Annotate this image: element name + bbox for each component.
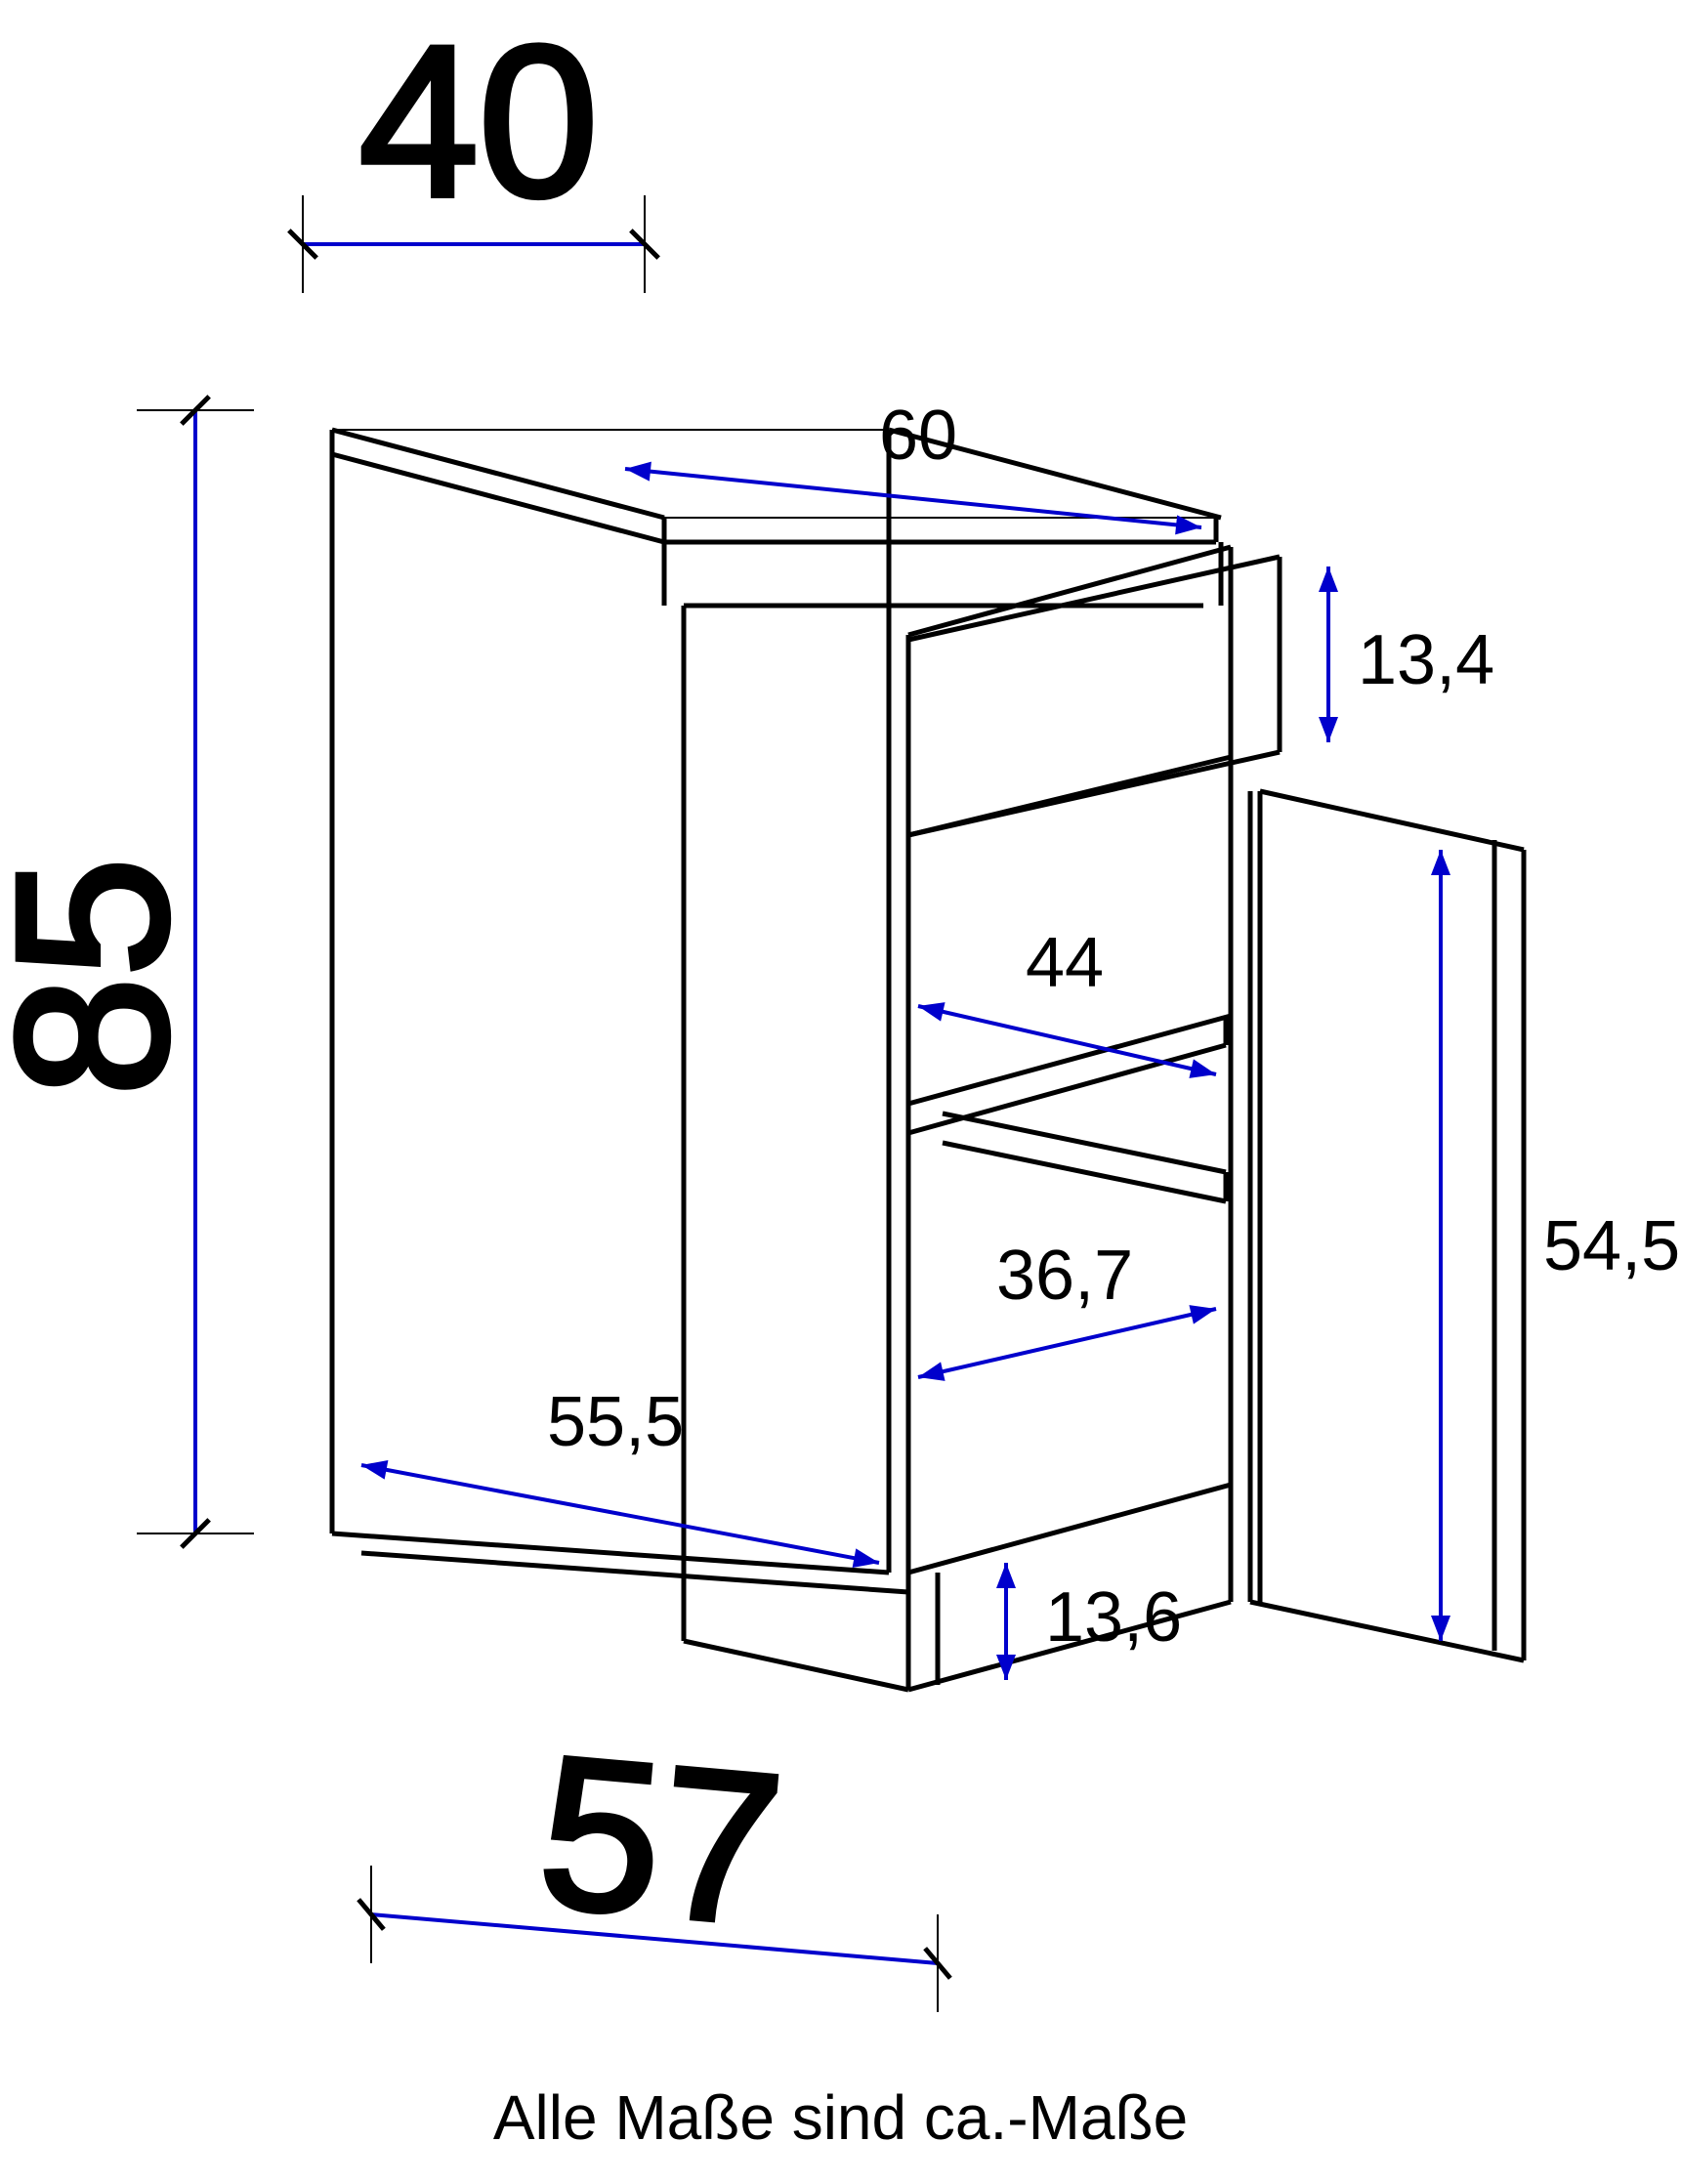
dim-shelf_depth: 44	[1026, 924, 1104, 1002]
dim-drawer_height: 13,4	[1358, 621, 1494, 699]
footer-note: Alle Maße sind ca.-Maße	[493, 2082, 1188, 2153]
cabinet-drawing	[332, 430, 1524, 1690]
dim-door_height: 54,5	[1543, 1207, 1680, 1285]
dim-side_depth: 55,5	[547, 1383, 684, 1461]
inner-dimensions: 60 13,4 44 36,7 55,5 54,5 13,6	[361, 397, 1680, 1680]
dim-top_depth: 60	[879, 397, 957, 475]
outer-dimensions: 40 85 57	[0, 1, 950, 1978]
dim-depth_bottom: 57	[531, 1710, 790, 1970]
dim-height_left: 85	[0, 858, 212, 1097]
extension-lines	[137, 195, 938, 2012]
dim-inner_width: 36,7	[996, 1237, 1133, 1315]
dim-width_top: 40	[359, 1, 599, 241]
dim-plinth_height: 13,6	[1045, 1578, 1182, 1657]
